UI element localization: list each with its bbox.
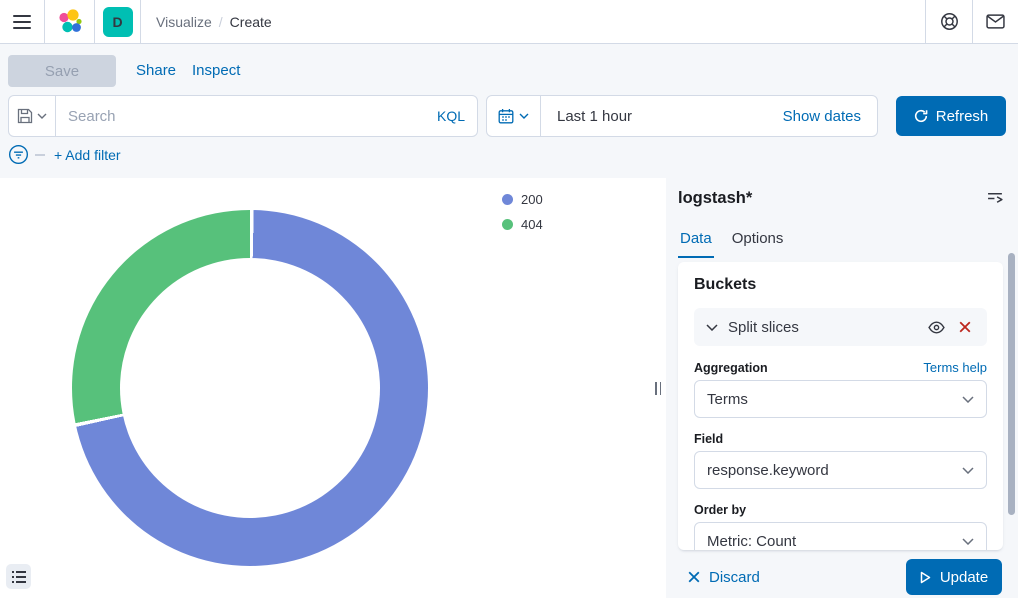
chart-legend: 200 404 bbox=[502, 192, 543, 232]
space-selector-button[interactable]: D bbox=[95, 0, 141, 43]
split-slices-accordion[interactable]: Split slices bbox=[694, 308, 987, 346]
resize-grip-icon bbox=[655, 381, 661, 395]
elastic-home-button[interactable] bbox=[45, 0, 95, 43]
query-bar: KQL bbox=[8, 95, 478, 137]
date-quick-select-button[interactable] bbox=[487, 96, 541, 136]
visualization-canvas: 200 404 bbox=[0, 178, 652, 598]
save-query-floppy-icon bbox=[17, 108, 33, 124]
remove-x-icon bbox=[959, 321, 971, 333]
breadcrumb-visualize-link[interactable]: Visualize bbox=[156, 13, 212, 30]
legend-color-dot bbox=[502, 194, 513, 205]
field-selected-value: response.keyword bbox=[707, 461, 829, 479]
field-label: Field bbox=[694, 432, 724, 446]
editor-tabs: Data Options bbox=[678, 224, 785, 258]
tab-data[interactable]: Data bbox=[678, 224, 714, 258]
legend-color-dot bbox=[502, 219, 513, 230]
breadcrumb: Visualize / Create bbox=[141, 0, 925, 43]
field-select[interactable]: response.keyword bbox=[694, 451, 987, 489]
split-slices-label: Split slices bbox=[728, 318, 799, 336]
chevron-down-icon bbox=[37, 113, 47, 119]
update-button[interactable]: Update bbox=[906, 559, 1002, 595]
time-picker: Last 1 hour Show dates bbox=[486, 95, 878, 137]
visualization-editor-panel: logstash* Data Options Buckets Split sli… bbox=[666, 178, 1018, 598]
legend-list-icon bbox=[11, 570, 26, 583]
top-navigation-bar: D Visualize / Create bbox=[0, 0, 1018, 44]
refresh-button[interactable]: Refresh bbox=[896, 96, 1006, 136]
query-language-button[interactable]: KQL bbox=[436, 108, 465, 124]
index-pattern-title: logstash* bbox=[678, 189, 753, 207]
panel-scrollbar[interactable] bbox=[1008, 253, 1015, 515]
play-icon bbox=[920, 571, 931, 584]
legend-label: 200 bbox=[521, 192, 543, 207]
chevron-down-icon bbox=[706, 323, 718, 331]
share-button[interactable]: Share bbox=[136, 62, 177, 79]
aggregation-label: Aggregation bbox=[694, 361, 768, 375]
legend-item-404[interactable]: 404 bbox=[502, 217, 543, 232]
editor-footer: Discard Update bbox=[666, 556, 1018, 598]
inspect-button[interactable]: Inspect bbox=[192, 62, 241, 79]
breadcrumb-separator: / bbox=[218, 13, 223, 30]
toggle-legend-button[interactable] bbox=[6, 564, 31, 589]
breadcrumb-current-page: Create bbox=[229, 13, 272, 30]
mail-envelope-icon bbox=[986, 13, 1005, 30]
filter-pin-divider bbox=[35, 153, 45, 156]
chevron-down-icon bbox=[962, 466, 974, 474]
buckets-heading: Buckets bbox=[694, 276, 757, 293]
toggle-bucket-visibility-button[interactable] bbox=[926, 319, 947, 336]
panel-resize-handle[interactable] bbox=[650, 178, 666, 598]
buckets-card: Buckets Split slices bbox=[678, 262, 1003, 550]
discard-button-label: Discard bbox=[709, 568, 760, 586]
refresh-button-label: Refresh bbox=[935, 107, 989, 125]
aggregation-select[interactable]: Terms bbox=[694, 380, 987, 418]
hamburger-menu-icon bbox=[13, 14, 31, 29]
space-badge: D bbox=[102, 6, 133, 37]
legend-item-200[interactable]: 200 bbox=[502, 192, 543, 207]
chevron-down-icon bbox=[962, 537, 974, 545]
discard-button[interactable]: Discard bbox=[688, 569, 760, 586]
help-menu-button[interactable] bbox=[925, 0, 972, 43]
aggregation-selected-value: Terms bbox=[707, 390, 748, 408]
saved-query-menu-button[interactable] bbox=[9, 96, 56, 136]
chevron-down-icon bbox=[962, 395, 974, 403]
newsfeed-button[interactable] bbox=[972, 0, 1018, 43]
save-button[interactable]: Save bbox=[8, 55, 116, 87]
calendar-icon bbox=[498, 108, 514, 124]
remove-bucket-button[interactable] bbox=[957, 319, 973, 335]
filter-icon[interactable] bbox=[8, 144, 29, 165]
legend-label: 404 bbox=[521, 217, 543, 232]
main-menu-button[interactable] bbox=[0, 0, 45, 43]
donut-chart-hole bbox=[120, 258, 380, 518]
order-by-label: Order by bbox=[694, 503, 747, 517]
search-input[interactable] bbox=[56, 96, 437, 136]
eye-icon bbox=[928, 320, 945, 334]
chevron-down-icon bbox=[519, 113, 529, 119]
tab-options[interactable]: Options bbox=[731, 230, 784, 247]
terms-help-link[interactable]: Terms help bbox=[923, 360, 987, 375]
elastic-logo-icon bbox=[57, 8, 83, 35]
close-x-icon bbox=[688, 571, 700, 583]
show-dates-button[interactable]: Show dates bbox=[782, 107, 861, 125]
filter-bar: + Add filter bbox=[8, 144, 121, 165]
refresh-icon bbox=[914, 109, 928, 123]
donut-chart[interactable] bbox=[72, 210, 428, 566]
help-lifering-icon bbox=[940, 12, 959, 31]
order-by-select[interactable]: Metric: Count bbox=[694, 522, 987, 550]
toolbar-area: Save Share Inspect KQL bbox=[0, 44, 1018, 178]
add-filter-button[interactable]: + Add filter bbox=[54, 146, 121, 163]
order-by-selected-value: Metric: Count bbox=[707, 532, 797, 550]
collapse-panel-button[interactable] bbox=[985, 189, 1006, 208]
time-range-value[interactable]: Last 1 hour bbox=[557, 107, 633, 125]
update-button-label: Update bbox=[939, 568, 989, 586]
collapse-right-icon bbox=[987, 191, 1004, 206]
